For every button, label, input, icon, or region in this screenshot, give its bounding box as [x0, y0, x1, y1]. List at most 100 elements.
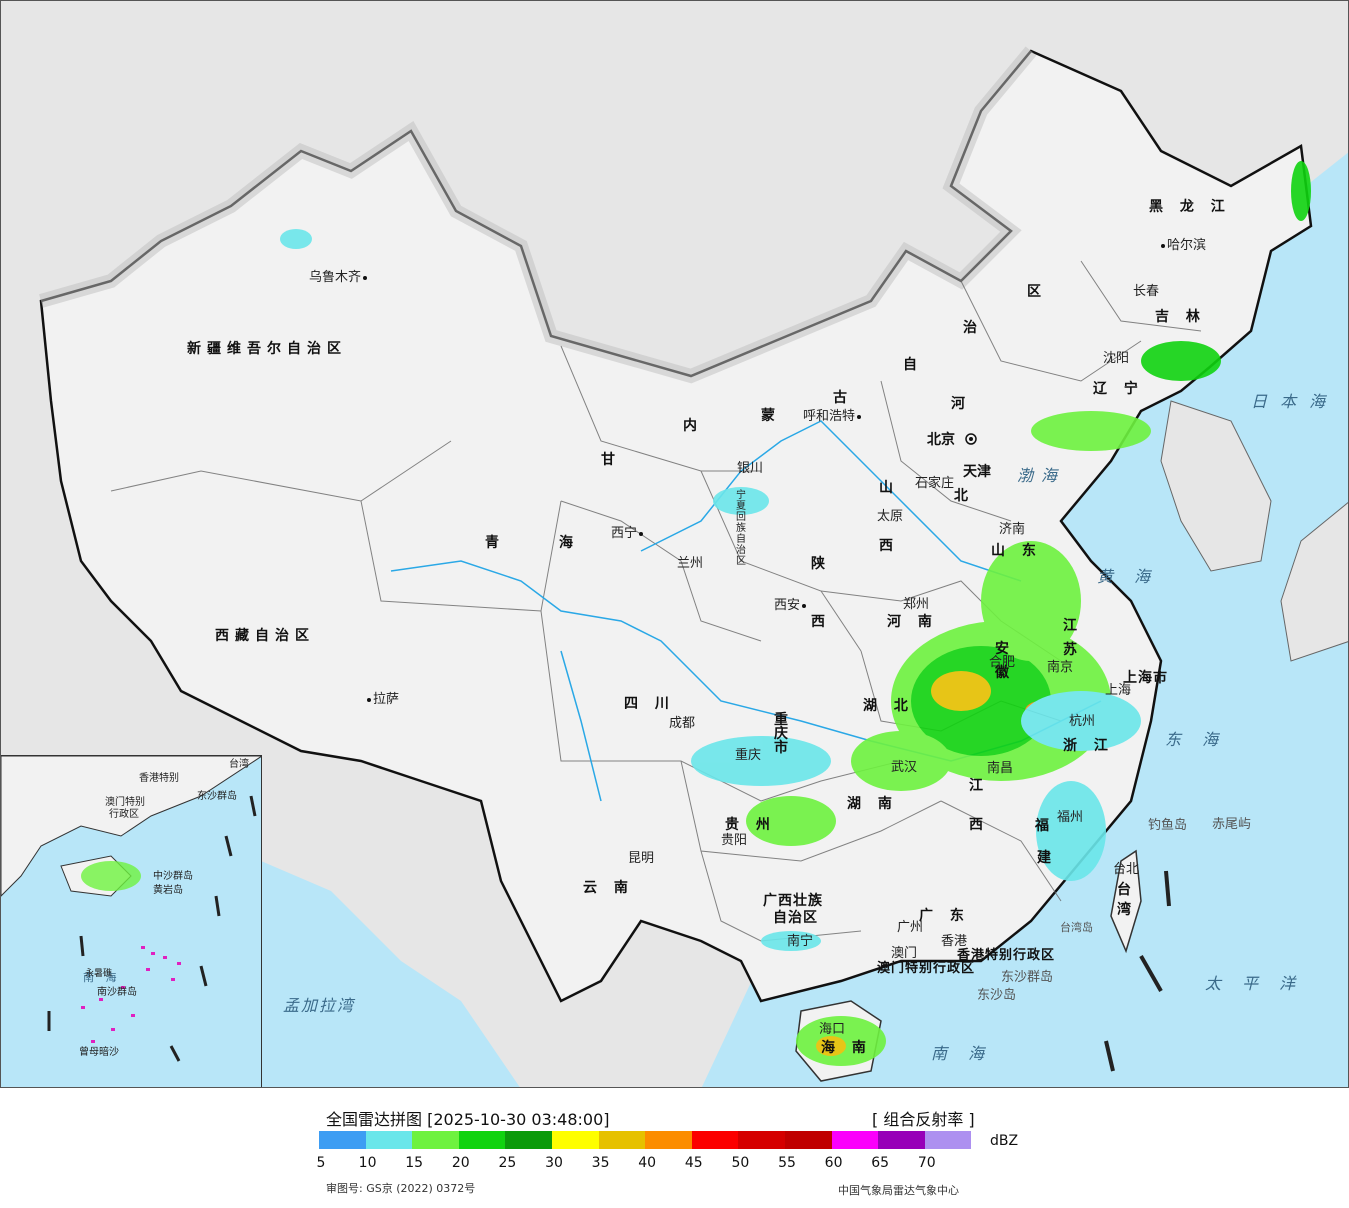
province-fujian-2: 建	[1037, 850, 1051, 866]
bay-of-bengal	[261, 861, 520, 1087]
tick-label-11: 60	[824, 1155, 843, 1171]
city-lanzhou: 兰州	[677, 556, 704, 571]
province-henan: 河 南	[887, 614, 938, 630]
province-macau: 澳门特别行政区	[877, 961, 976, 976]
city-guangzhou: 广州	[897, 920, 924, 935]
province-shanxi-2: 西	[879, 538, 893, 554]
tick-label-10: 55	[778, 1155, 796, 1171]
province-guangxi-2: 自治区	[773, 910, 818, 926]
city-nanjing: 南京	[1047, 660, 1074, 675]
province-jilin: 吉 林	[1155, 309, 1206, 325]
inset-taiwan: 台湾	[229, 759, 249, 770]
legend-panel: 全国雷达拼图 [2025-10-30 03:48:00] [ 组合反射率 ] d…	[0, 1088, 1349, 1208]
province-neimenggu-3: 古	[833, 390, 847, 406]
province-hubei: 湖 北	[863, 698, 914, 714]
color-swatch-10	[784, 1131, 832, 1149]
inset-huangyan: 黄岩岛	[153, 885, 183, 896]
inset-zhongsha: 中沙群岛	[153, 871, 193, 882]
city-hohhot: 呼和浩特	[803, 410, 863, 423]
sea-mengjialawan: 孟加拉湾	[283, 996, 356, 1015]
province-heilongjiang: 黑 龙 江	[1149, 199, 1231, 215]
city-changchun: 长春	[1133, 284, 1160, 299]
inset-xianggang: 香港特别	[139, 773, 179, 784]
tick-label-6: 35	[591, 1155, 610, 1171]
tick-label-9: 50	[731, 1155, 750, 1171]
color-swatch-1	[365, 1131, 413, 1149]
province-neimenggu-4: 自	[903, 357, 917, 373]
sea-taipingyang: 太 平 洋	[1205, 974, 1304, 993]
color-swatch-7	[645, 1131, 692, 1149]
province-hongkong: 香港特别行政区	[957, 948, 1056, 963]
province-jiangxi-2: 西	[969, 817, 983, 833]
approval-number: 审图号: GS京 (2022) 0372号	[326, 1182, 476, 1195]
color-swatch-11	[831, 1131, 879, 1149]
province-chongqing: 重庆市	[774, 712, 788, 756]
province-hunan: 湖 南	[847, 796, 898, 812]
tick-label-2: 15	[405, 1155, 424, 1171]
province-beijing: 北京	[927, 432, 955, 448]
city-nanchang: 南昌	[987, 761, 1014, 776]
japan-islands	[1280, 501, 1348, 662]
inset-yongshu: 永暑礁	[85, 969, 113, 979]
radar-map[interactable]: 新疆维吾尔自治区 西藏自治区 青 海 甘 内 蒙 古 自 治 区 黑 龙 江 吉…	[0, 0, 1349, 1088]
tick-label-8: 45	[684, 1155, 703, 1171]
city-taipei: 台北	[1113, 862, 1140, 877]
sea-nanhai: 南 海	[931, 1044, 993, 1063]
agency-name: 中国气象局雷达气象中心	[838, 1184, 959, 1197]
south-china-sea-inset: 南 海 中沙群岛 黄岩岛 南沙群岛 永暑礁 曾母暗沙 东沙群岛 台湾 香港特别 …	[1, 755, 262, 1087]
province-neimenggu-5: 治	[963, 320, 977, 336]
province-gansu: 甘	[601, 452, 615, 468]
sea-donghai: 东 海	[1165, 730, 1227, 749]
color-swatch-4	[505, 1131, 552, 1149]
city-lhasa: 拉萨	[365, 693, 399, 706]
city-chengdu: 成都	[669, 716, 696, 731]
sea-bohai: 渤海	[1017, 466, 1066, 485]
province-neimenggu-2: 蒙	[761, 408, 775, 424]
city-macau: 澳门	[891, 946, 918, 961]
sea-ribenhai: 日 本 海	[1251, 392, 1330, 411]
legend-product: [ 组合反射率 ]	[872, 1110, 975, 1129]
province-shanghai: 上海市	[1123, 670, 1168, 686]
city-guiyang: 贵阳	[721, 833, 748, 848]
province-sichuan: 四 川	[624, 696, 675, 712]
inset-dongsha: 东沙群岛	[197, 791, 237, 802]
radar-echoes	[280, 161, 1311, 1066]
city-hefei: 合肥	[989, 655, 1016, 670]
map-canvas	[39, 46, 1348, 1087]
city-jinan: 济南	[999, 522, 1026, 537]
province-hainan: 海 南	[821, 1040, 872, 1056]
city-kunming: 昆明	[628, 851, 655, 866]
province-qinghai-1: 青	[485, 535, 499, 551]
province-shaanxi-1: 陕	[811, 556, 825, 572]
province-fujian-1: 福	[1035, 818, 1049, 834]
province-tianjin: 天津	[963, 464, 991, 480]
province-anhui: 安 徽	[995, 641, 1009, 681]
taiwan-island	[1110, 849, 1142, 954]
color-swatch-2	[412, 1131, 459, 1149]
color-swatch-3	[458, 1131, 506, 1149]
province-jiangxi-1: 江	[969, 778, 983, 794]
province-shanxi-1: 山	[879, 480, 893, 496]
city-hongkong: 香港	[941, 934, 968, 949]
dash-line	[1104, 870, 1171, 1072]
tick-label-4: 25	[498, 1155, 517, 1171]
province-ningxia: 宁夏回族自治区	[736, 490, 746, 567]
city-taiyuan: 太原	[877, 509, 904, 524]
legend-title: 全国雷达拼图 [2025-10-30 03:48:00]	[326, 1110, 610, 1129]
province-taiwan-1: 台	[1117, 882, 1131, 898]
city-harbin: 哈尔滨	[1159, 239, 1206, 252]
province-guizhou: 贵 州	[725, 817, 776, 833]
island-diaoyudao: 钓鱼岛	[1148, 818, 1188, 833]
color-scale-bar	[319, 1131, 972, 1149]
island-chiweiyu: 赤尾屿	[1212, 817, 1252, 832]
city-shenyang: 沈阳	[1103, 351, 1130, 366]
color-swatch-13	[924, 1131, 972, 1149]
province-qinghai-2: 海	[559, 535, 573, 551]
legend-unit: dBZ	[990, 1133, 1019, 1149]
island-dongshadao: 东沙岛	[977, 988, 1017, 1003]
color-swatch-9	[738, 1131, 785, 1149]
province-zhejiang: 浙 江	[1063, 738, 1114, 754]
city-shijiazhuang: 石家庄	[915, 476, 955, 491]
city-shanghai: 上海	[1105, 683, 1132, 698]
city-xining: 西宁	[611, 527, 645, 540]
